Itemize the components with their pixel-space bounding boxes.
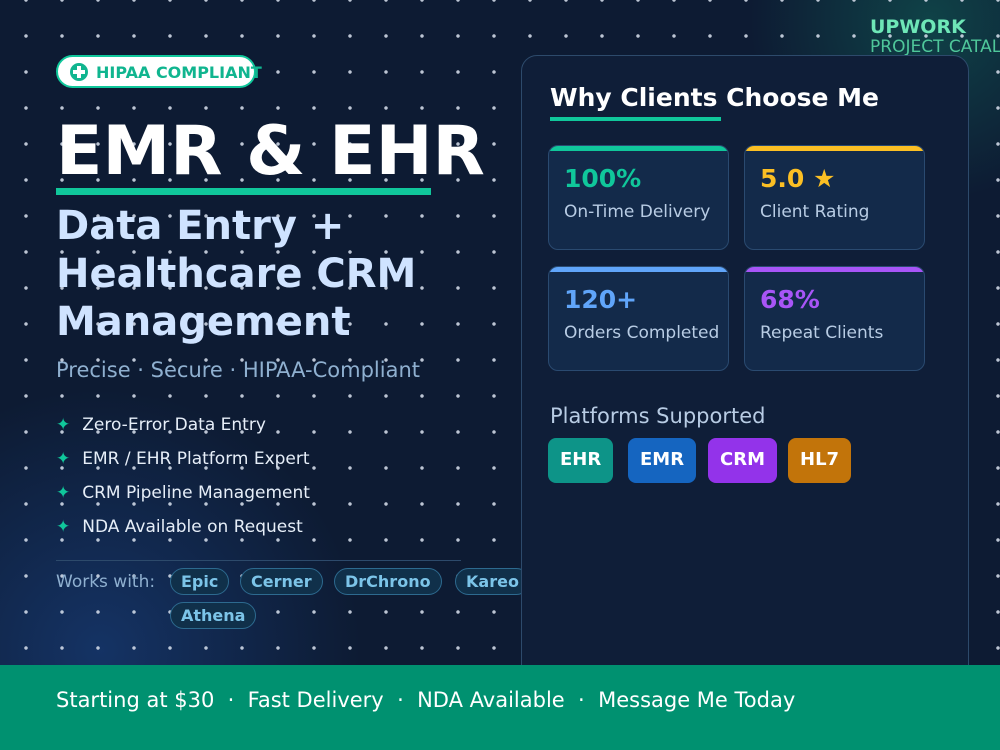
badge-text: HIPAA COMPLIANT [96, 63, 262, 82]
stat-label: Client Rating [760, 202, 870, 222]
card-accent [549, 267, 728, 272]
platform-tag: EHR [548, 438, 614, 483]
stat-label: Repeat Clients [760, 323, 884, 343]
feature-text: EMR / EHR Platform Expert [82, 449, 310, 469]
works-label: Works with: [56, 572, 156, 592]
panel-underline [550, 117, 721, 121]
stat-value: 100% [564, 164, 642, 193]
card-accent [745, 267, 924, 272]
title: EMR & EHR [56, 112, 485, 191]
feature: ✦ Zero-Error Data Entry [56, 415, 266, 435]
bullet: ✦ [56, 449, 71, 469]
stat-label: On-Time Delivery [564, 202, 711, 222]
feature-text: NDA Available on Request [82, 517, 303, 537]
card-accent [745, 146, 924, 151]
bullet: ✦ [56, 483, 71, 503]
platforms-title: Platforms Supported [550, 404, 766, 428]
feature-text: Zero-Error Data Entry [82, 415, 266, 435]
stat-value: 5.0 ★ [760, 164, 836, 193]
stat-value: 68% [760, 285, 820, 314]
platform-tag: EMR [628, 438, 697, 483]
platform-chip: Epic [170, 568, 230, 595]
feature: ✦ EMR / EHR Platform Expert [56, 449, 310, 469]
bullet: ✦ [56, 517, 71, 537]
footer-text: Starting at $30 · Fast Delivery · NDA Av… [56, 688, 796, 712]
feature: ✦ CRM Pipeline Management [56, 483, 310, 503]
platform-chip: DrChrono [334, 568, 442, 595]
stat-label: Orders Completed [564, 323, 720, 343]
subtitle: Management [56, 299, 351, 345]
feature: ✦ NDA Available on Request [56, 517, 303, 537]
platform-tag: HL7 [788, 438, 852, 483]
stat-card: 120+ Orders Completed [548, 266, 729, 371]
stat-card: 68% Repeat Clients [744, 266, 925, 371]
stat-card: 5.0 ★ Client Rating [744, 145, 925, 250]
subtitle: Data Entry + [56, 203, 345, 249]
feature-text: CRM Pipeline Management [82, 483, 310, 503]
subbrand: PROJECT CATALOG [870, 37, 1000, 57]
panel-title: Why Clients Choose Me [550, 83, 880, 112]
tagline: Precise · Secure · HIPAA-Compliant [56, 358, 420, 382]
title-underline [56, 188, 431, 195]
footer-bar [0, 665, 1000, 750]
platform-tag: CRM [708, 438, 777, 483]
subtitle: Healthcare CRM [56, 251, 417, 297]
stat-card: 100% On-Time Delivery [548, 145, 729, 250]
card-accent [549, 146, 728, 151]
bullet: ✦ [56, 415, 71, 435]
platform-chip: Athena [170, 602, 257, 629]
badge: HIPAA COMPLIANT [56, 55, 262, 88]
brand: UPWORK [870, 16, 966, 38]
plus-icon [70, 63, 88, 81]
stat-value: 120+ [564, 285, 638, 314]
separator [56, 560, 461, 561]
platform-chip: Kareo [455, 568, 530, 595]
platform-chip: Cerner [240, 568, 323, 595]
